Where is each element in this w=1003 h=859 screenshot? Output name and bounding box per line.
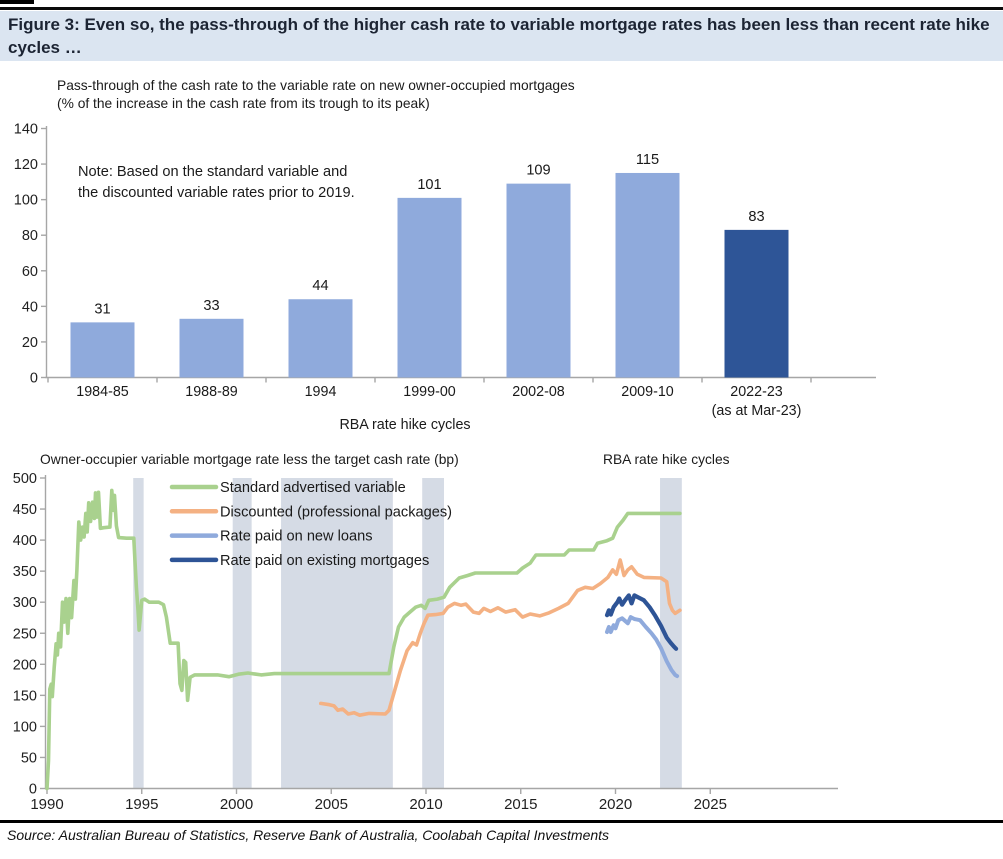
x-category-label: 1999-00 [403, 384, 456, 400]
y-tick-label: 40 [22, 299, 38, 315]
rate-hike-band [281, 478, 393, 789]
bar-value-label: 31 [94, 301, 110, 317]
series-line [318, 558, 682, 718]
bar [506, 183, 571, 378]
bottom-border-rule [0, 820, 1003, 823]
figure-header-band [0, 11, 1003, 61]
x-category-label: 2002-08 [512, 384, 565, 400]
x-tick-label: 2000 [220, 796, 253, 813]
series-line [45, 488, 682, 791]
y-tick-label: 400 [13, 533, 37, 549]
x-tick-label: 2005 [315, 796, 348, 813]
bar-value-label: 115 [636, 152, 659, 168]
y-tick-label: 0 [30, 371, 38, 387]
bar-value-label: 83 [748, 209, 764, 225]
figure-title: Figure 3: Even so, the pass-through of t… [8, 15, 990, 57]
x-tick-label: 2020 [599, 796, 632, 813]
y-tick-label: 150 [13, 688, 37, 704]
rate-hike-band [660, 478, 682, 789]
line-chart-title: Owner-occupier variable mortgage rate le… [40, 452, 459, 467]
x-category-label: 1988-89 [185, 384, 238, 400]
bar-chart-title: Pass-through of the cash rate to the var… [57, 78, 575, 93]
x-tick-label: 2010 [409, 796, 442, 813]
legend-label: Standard advertised variable [220, 480, 406, 496]
x-category-label: 1984-85 [76, 384, 129, 400]
x-axis-title: RBA rate hike cycles [339, 417, 470, 433]
bar-value-label: 101 [417, 177, 441, 193]
source-attribution: Source: Australian Bureau of Statistics,… [7, 827, 610, 843]
legend-label: Discounted (professional packages) [220, 504, 452, 520]
rate-hike-band [422, 478, 445, 789]
y-tick-label: 50 [21, 750, 37, 766]
top-border-rule [0, 7, 1003, 10]
bar [397, 197, 462, 378]
y-tick-label: 500 [13, 471, 37, 487]
rate-hike-band [232, 478, 252, 789]
bar [288, 299, 353, 378]
bar-chart-note: Note: Based on the standard variable and… [78, 164, 355, 201]
bar [179, 318, 244, 378]
x-tick-label: 1995 [125, 796, 158, 813]
x-category-label: 2022-23 [730, 384, 783, 400]
x-tick-label: 1990 [30, 796, 63, 813]
x-category-label: 1994 [305, 384, 337, 400]
bar-value-label: 44 [312, 278, 328, 294]
x-tick-label: 2015 [504, 796, 537, 813]
y-tick-label: 350 [13, 564, 37, 580]
bar-value-label: 33 [203, 298, 219, 314]
y-tick-label: 450 [13, 502, 37, 518]
bar-chart-subtitle: (% of the increase in the cash rate from… [57, 96, 430, 111]
y-tick-label: 80 [22, 228, 38, 244]
legend-label: Rate paid on existing mortgages [220, 553, 429, 569]
series-line [604, 593, 679, 651]
x-tick-label: 2025 [694, 796, 727, 813]
legend-label: Rate paid on new loans [220, 529, 373, 545]
y-tick-label: 200 [13, 657, 37, 673]
rate-hike-band [133, 478, 144, 789]
bar [724, 229, 789, 378]
x-category-sublabel: (as at Mar-23) [712, 403, 802, 419]
y-tick-label: 60 [22, 264, 38, 280]
bar-value-label: 109 [526, 163, 550, 179]
y-tick-label: 250 [13, 626, 37, 642]
y-tick-label: 120 [14, 157, 38, 173]
corner-mark [0, 0, 34, 4]
y-tick-label: 140 [14, 122, 38, 138]
x-category-label: 2009-10 [621, 384, 674, 400]
bar [70, 322, 135, 378]
y-tick-label: 100 [14, 193, 38, 209]
bar [615, 172, 680, 378]
y-tick-label: 100 [13, 719, 37, 735]
y-tick-label: 0 [29, 782, 37, 798]
bar-chart-plot: 0 20 40 60 80 100 120 140 31 1984-85 33 1988-89 44 19… [14, 122, 876, 433]
line-chart-plot: 0 50 100 150 200 250 300 350 400 450 500 1990 1995 20… [13, 471, 838, 813]
line-chart-bands-label: RBA rate hike cycles [603, 452, 730, 467]
y-tick-label: 300 [13, 595, 37, 611]
y-tick-label: 20 [22, 335, 38, 351]
series-line [605, 615, 680, 679]
